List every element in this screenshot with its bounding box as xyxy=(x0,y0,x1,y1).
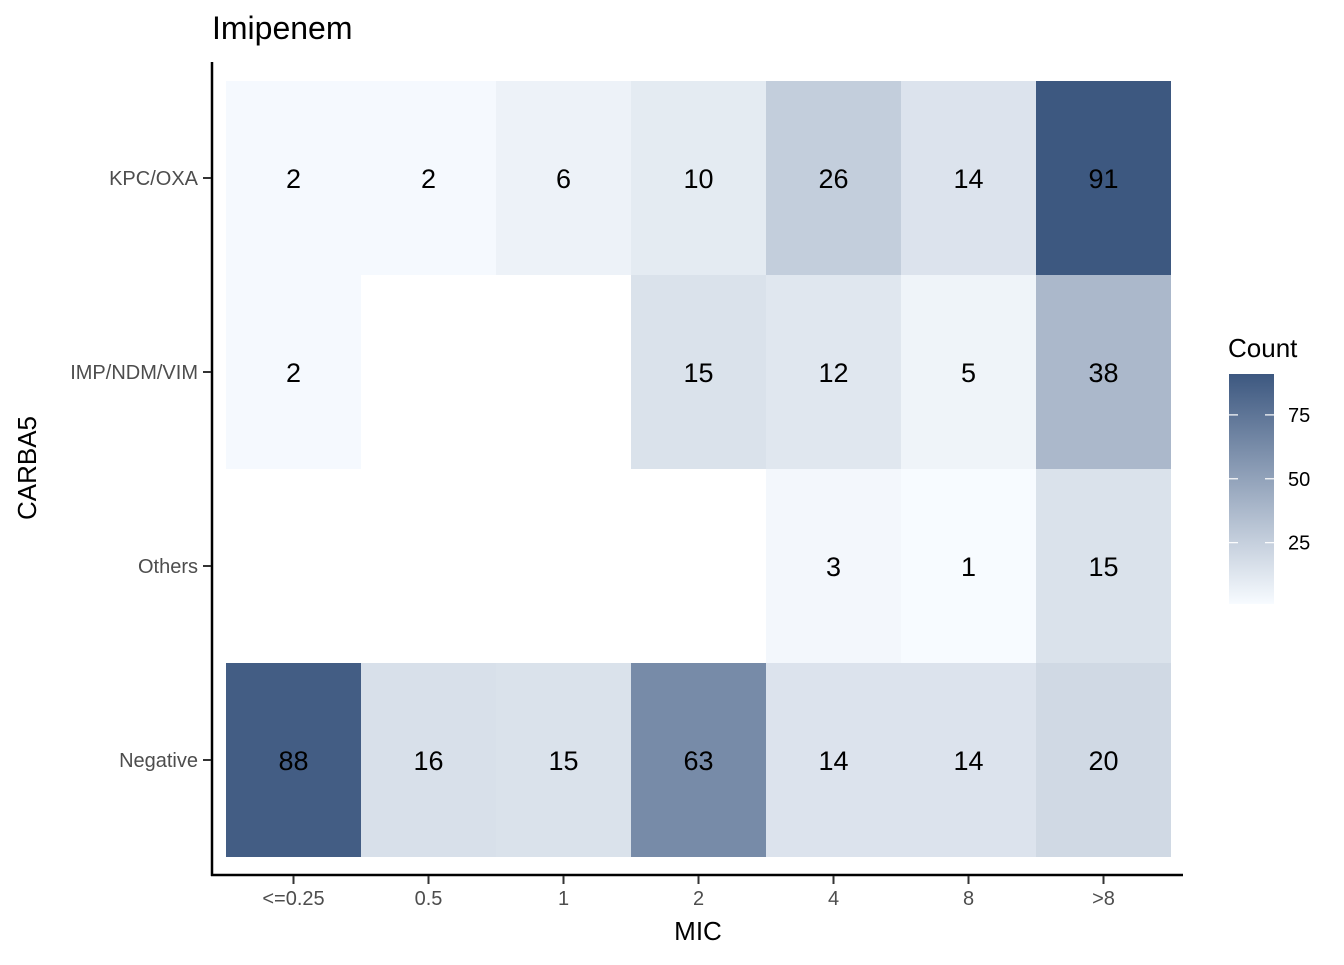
cell-value-label: 26 xyxy=(818,164,848,194)
heatmap-cell xyxy=(901,469,1036,663)
cell-value-label: 15 xyxy=(683,358,713,388)
heatmap-cell xyxy=(361,663,496,857)
legend-tick-label: 75 xyxy=(1288,405,1310,427)
y-tick-label: IMP/NDM/VIM xyxy=(70,362,198,384)
x-tick-label: 8 xyxy=(963,888,974,910)
heatmap-cell xyxy=(766,469,901,663)
x-tick-label: <=0.25 xyxy=(262,888,324,910)
color-legend: Count 25 50 75 xyxy=(1228,333,1310,604)
heatmap-cell xyxy=(1036,81,1171,275)
heatmap-cells xyxy=(226,81,1171,857)
heatmap-cell xyxy=(901,81,1036,275)
y-axis-ticks: KPC/OXA IMP/NDM/VIM Others Negative xyxy=(70,168,211,772)
heatmap-cell xyxy=(226,275,361,469)
cell-value-label: 15 xyxy=(1088,552,1118,582)
cell-value-label: 5 xyxy=(961,358,976,388)
cell-value-label: 14 xyxy=(953,746,983,776)
cell-value-label: 12 xyxy=(818,358,848,388)
legend-title: Count xyxy=(1228,333,1298,363)
x-axis-ticks: <=0.25 0.5 1 2 4 8 >8 xyxy=(262,876,1115,910)
heatmap-cell xyxy=(901,663,1036,857)
legend-ticks: 25 50 75 xyxy=(1229,405,1310,555)
y-tick-label: Negative xyxy=(119,750,198,772)
x-tick-label: 1 xyxy=(558,888,569,910)
heatmap-cell xyxy=(766,81,901,275)
legend-tick-label: 25 xyxy=(1288,533,1310,555)
y-tick-label: KPC/OXA xyxy=(109,168,199,190)
legend-tick-label: 50 xyxy=(1288,469,1310,491)
x-tick-label: 4 xyxy=(828,888,839,910)
heatmap-cell xyxy=(361,81,496,275)
y-tick-label: Others xyxy=(138,556,198,578)
heatmap-cell xyxy=(766,275,901,469)
cell-value-label: 2 xyxy=(286,358,301,388)
cell-value-label: 1 xyxy=(961,552,976,582)
y-axis-title: CARBA5 xyxy=(12,416,42,520)
heatmap-cell xyxy=(496,81,631,275)
cell-value-label: 2 xyxy=(421,164,436,194)
heatmap-cell xyxy=(226,663,361,857)
cell-value-label: 10 xyxy=(683,164,713,194)
cell-value-label: 91 xyxy=(1088,164,1118,194)
heatmap-cell xyxy=(631,663,766,857)
cell-value-label: 88 xyxy=(278,746,308,776)
heatmap-cell xyxy=(901,275,1036,469)
x-tick-label: 2 xyxy=(693,888,704,910)
x-axis-title: MIC xyxy=(674,916,722,946)
cell-value-label: 38 xyxy=(1088,358,1118,388)
cell-value-label: 16 xyxy=(413,746,443,776)
heatmap-cell xyxy=(1036,663,1171,857)
cell-value-label: 3 xyxy=(826,552,841,582)
cell-value-label: 6 xyxy=(556,164,571,194)
heatmap-cell xyxy=(496,663,631,857)
cell-value-label: 2 xyxy=(286,164,301,194)
x-tick-label: >8 xyxy=(1092,888,1115,910)
cell-value-label: 14 xyxy=(953,164,983,194)
chart-title: Imipenem xyxy=(212,10,353,46)
heatmap-cell xyxy=(1036,275,1171,469)
legend-color-bar xyxy=(1229,374,1274,604)
cell-value-label: 20 xyxy=(1088,746,1118,776)
cell-value-label: 15 xyxy=(548,746,578,776)
cell-value-label: 63 xyxy=(683,746,713,776)
x-tick-label: 0.5 xyxy=(415,888,443,910)
heatmap-cell xyxy=(226,81,361,275)
heatmap-cell xyxy=(766,663,901,857)
heatmap-cell xyxy=(631,275,766,469)
heatmap-cell xyxy=(1036,469,1171,663)
heatmap-cell xyxy=(631,81,766,275)
cell-value-label: 14 xyxy=(818,746,848,776)
